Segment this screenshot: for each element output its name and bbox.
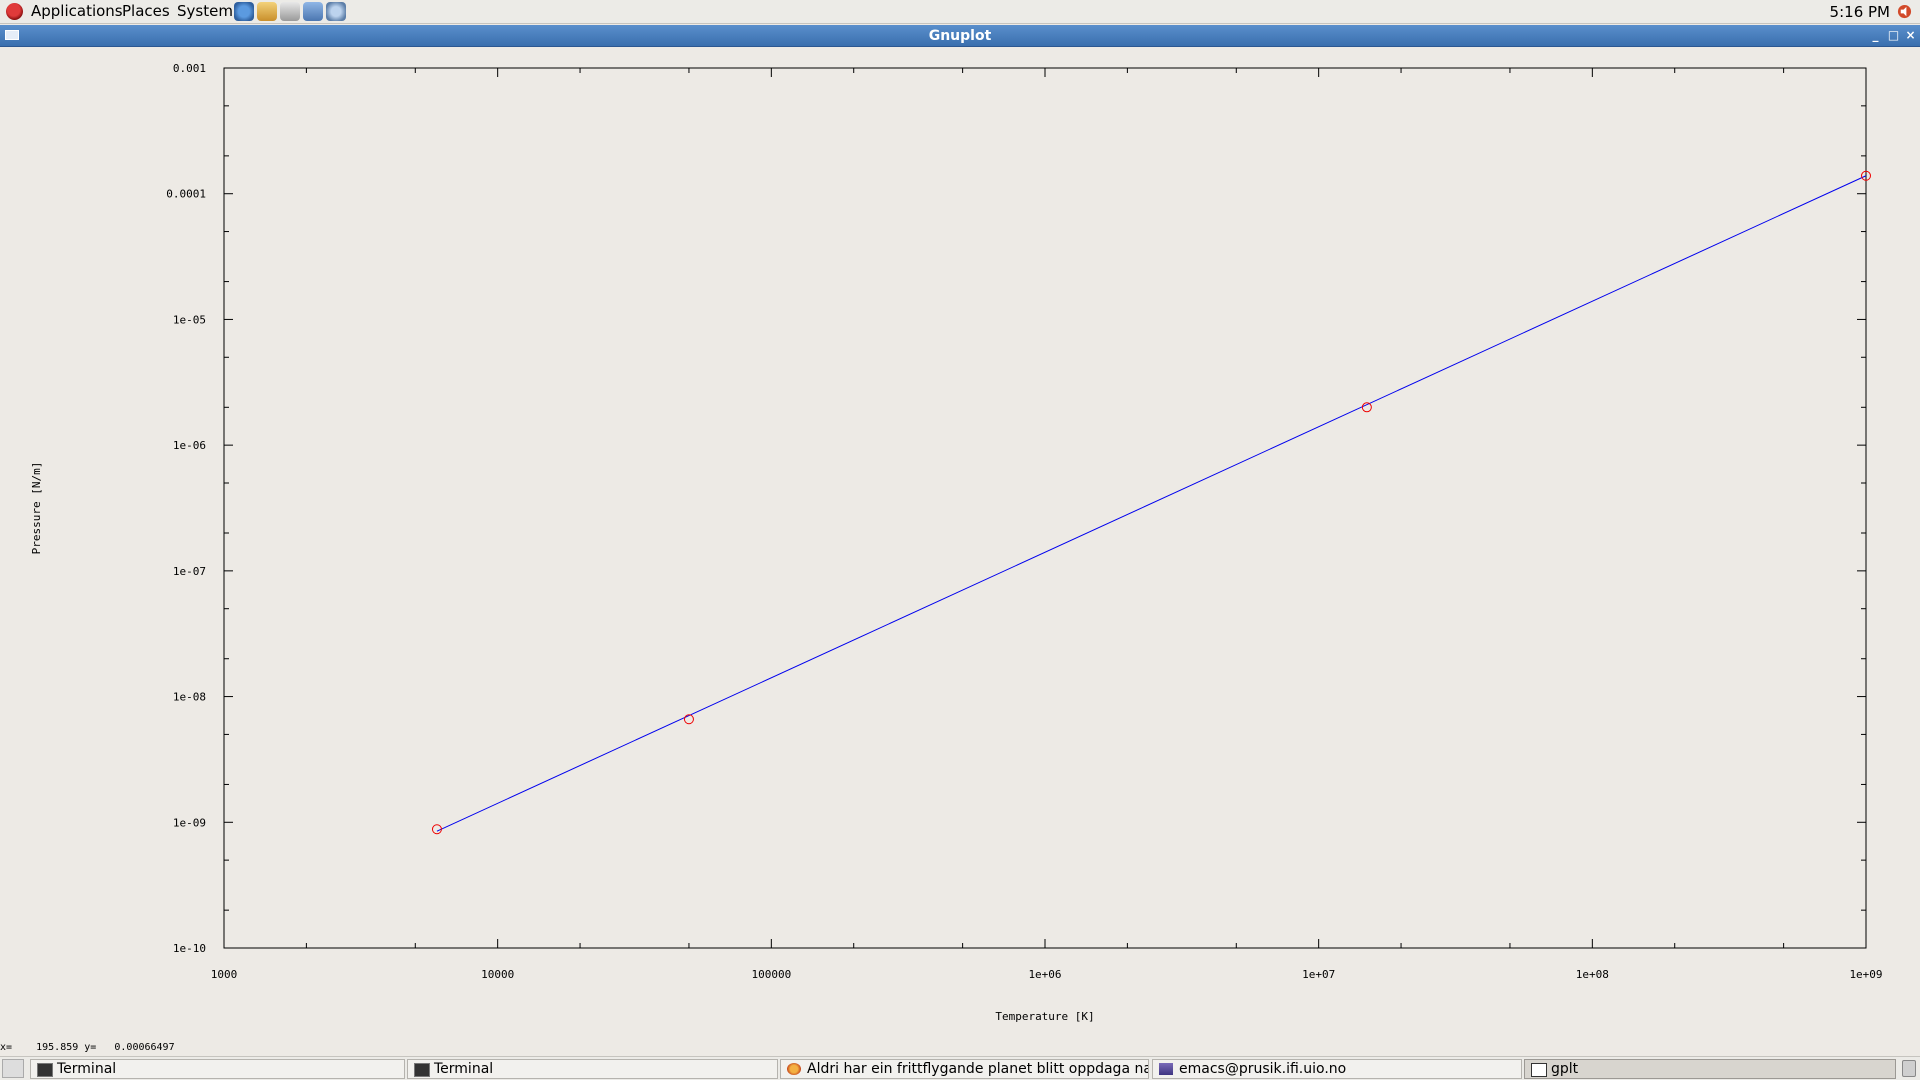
y-tick-label: 1e-06 bbox=[173, 439, 206, 452]
web-browser-icon[interactable] bbox=[234, 2, 254, 21]
gnuplot-canvas[interactable]: 1000 10000 100000 1e+06 1e+07 1e+08 1e+09 0.001… bbox=[0, 47, 1920, 1042]
bottom-taskbar: Terminal Terminal Aldri har ein frittfly… bbox=[0, 1056, 1920, 1080]
taskbar-item-label: emacs@prusik.ifi.uio.no bbox=[1179, 1061, 1347, 1077]
firefox-icon bbox=[787, 1063, 801, 1075]
taskbar-item-label: gplt bbox=[1551, 1061, 1579, 1077]
taskbar-item-terminal-2[interactable]: Terminal bbox=[407, 1059, 778, 1079]
window-title: Gnuplot bbox=[928, 28, 992, 44]
taskbar-item-label: Aldri har ein frittflygande planet blitt… bbox=[807, 1061, 1149, 1077]
system-menu[interactable]: System bbox=[177, 2, 233, 20]
y-tick-label: 0.001 bbox=[173, 62, 206, 75]
volume-icon[interactable] bbox=[1897, 4, 1912, 19]
clock[interactable]: 5:16 PM bbox=[1829, 3, 1890, 21]
distro-logo-icon[interactable] bbox=[6, 3, 23, 20]
taskbar-item-emacs[interactable]: emacs@prusik.ifi.uio.no bbox=[1152, 1059, 1522, 1079]
x-tick-label: 1e+09 bbox=[1849, 968, 1882, 981]
applications-menu[interactable]: Applications bbox=[31, 2, 123, 20]
show-desktop-icon[interactable] bbox=[2, 1059, 24, 1078]
window-menu-icon[interactable] bbox=[5, 30, 19, 40]
x-tick-label: 1000 bbox=[211, 968, 238, 981]
y-axis-label: Pressure [N/m] bbox=[30, 462, 43, 555]
y-tick-label: 1e-10 bbox=[173, 942, 206, 955]
close-icon[interactable]: × bbox=[1905, 28, 1916, 42]
y-tick-label: 1e-08 bbox=[173, 691, 206, 704]
taskbar-item-label: Terminal bbox=[434, 1061, 494, 1077]
top-panel: Applications Places System 5:16 PM bbox=[0, 0, 1920, 24]
x-tick-label: 10000 bbox=[481, 968, 514, 981]
taskbar-item-gplt[interactable]: gplt bbox=[1524, 1059, 1896, 1079]
trash-icon[interactable] bbox=[1902, 1060, 1916, 1077]
emacs-icon bbox=[1159, 1063, 1173, 1075]
y-tick-label: 1e-05 bbox=[173, 313, 206, 326]
x-tick-label: 1e+08 bbox=[1576, 968, 1609, 981]
data-point-marker bbox=[1861, 170, 1871, 181]
taskbar-item-label: Terminal bbox=[57, 1061, 117, 1077]
terminal-icon bbox=[414, 1063, 430, 1077]
x-tick-label: 1e+06 bbox=[1028, 968, 1061, 981]
x-axis-label: Temperature [K] bbox=[995, 1010, 1094, 1023]
x-tick-label: 1e+07 bbox=[1302, 968, 1335, 981]
taskbar-item-terminal-1[interactable]: Terminal bbox=[30, 1059, 405, 1079]
places-menu[interactable]: Places bbox=[122, 2, 170, 20]
series-line bbox=[436, 175, 1867, 832]
terminal-icon bbox=[37, 1063, 53, 1077]
taskbar-item-firefox[interactable]: Aldri har ein frittflygande planet blitt… bbox=[780, 1059, 1149, 1079]
data-point-marker bbox=[683, 714, 694, 725]
network-icon[interactable] bbox=[326, 2, 346, 21]
window-titlebar[interactable]: Gnuplot _ □ × bbox=[0, 25, 1920, 47]
y-tick-label: 1e-07 bbox=[173, 565, 206, 578]
text-editor-icon[interactable] bbox=[280, 2, 300, 21]
mouse-coordinates-readout: x= 195.859 y= 0.00066497 bbox=[0, 1042, 175, 1053]
y-tick-label: 0.0001 bbox=[166, 188, 206, 201]
minimize-icon[interactable]: _ bbox=[1872, 28, 1879, 42]
data-point-marker bbox=[1361, 402, 1372, 413]
window-icon bbox=[1531, 1063, 1547, 1077]
x-tick-label: 100000 bbox=[751, 968, 791, 981]
maximize-icon[interactable]: □ bbox=[1887, 28, 1900, 42]
y-tick-label: 1e-09 bbox=[173, 816, 206, 829]
mail-icon[interactable] bbox=[257, 2, 277, 21]
data-point-marker bbox=[431, 824, 442, 835]
presentation-icon[interactable] bbox=[303, 2, 323, 21]
